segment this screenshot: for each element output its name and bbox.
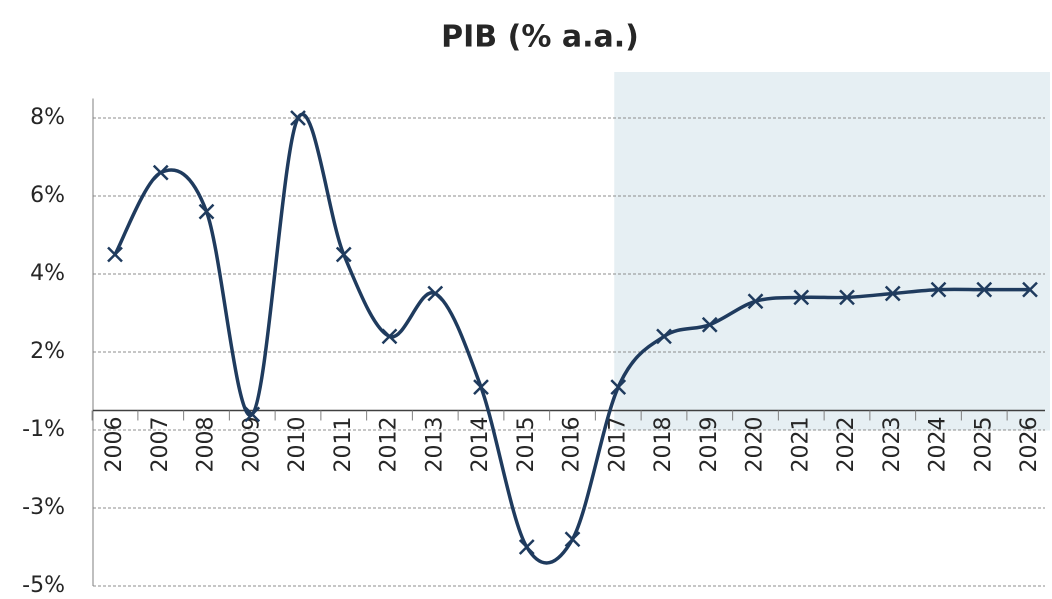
x-tick-label: 2023 — [880, 417, 905, 473]
point-marker — [747, 293, 764, 310]
point-marker — [244, 406, 261, 423]
x-tick-label: 2009 — [239, 417, 264, 473]
y-tick-label: 4% — [30, 261, 65, 286]
x-tick-label: 2026 — [1017, 417, 1042, 473]
point-marker — [290, 110, 306, 126]
x-tick-label: 2016 — [560, 417, 585, 473]
x-tick-label: 2011 — [331, 417, 356, 473]
x-tick-label: 2017 — [605, 417, 630, 473]
x-tick-label: 2020 — [743, 417, 768, 473]
y-tick-label: -1% — [22, 417, 65, 442]
point-marker — [656, 328, 672, 345]
point-marker — [610, 379, 627, 395]
x-tick-label: 2018 — [651, 417, 676, 473]
x-tick-label: 2021 — [788, 417, 813, 473]
x-tick-label: 2014 — [468, 417, 493, 473]
forecast-region — [614, 72, 1050, 431]
y-tick-label: 8% — [30, 105, 65, 130]
x-tick-label: 2019 — [697, 417, 722, 473]
x-tick-label: 2022 — [834, 417, 859, 473]
point-marker — [518, 539, 535, 555]
x-tick-label: 2012 — [377, 417, 402, 473]
point-marker — [1022, 281, 1038, 298]
y-tick-label: 2% — [30, 339, 65, 364]
chart-title: PIB (% a.a.) — [441, 20, 639, 55]
y-tick-label: 6% — [30, 183, 65, 208]
point-marker — [473, 379, 489, 395]
x-tick-label: 2007 — [148, 417, 173, 473]
point-marker — [976, 281, 993, 298]
y-tick-label: -5% — [22, 573, 65, 595]
y-tick-label: -3% — [22, 495, 65, 520]
point-marker — [381, 328, 398, 345]
x-tick-label: 2013 — [422, 417, 447, 473]
point-marker — [930, 281, 947, 298]
point-marker — [107, 246, 123, 263]
point-marker — [427, 285, 444, 302]
x-tick-label: 2025 — [971, 417, 996, 473]
point-marker — [884, 285, 901, 302]
x-tick-label: 2010 — [285, 417, 310, 473]
point-marker — [152, 164, 169, 181]
x-tick-label: 2008 — [194, 417, 219, 473]
point-marker — [839, 289, 855, 306]
x-tick-label: 2024 — [926, 417, 951, 473]
x-tick-label: 2006 — [102, 417, 127, 473]
point-marker — [335, 246, 352, 263]
point-marker — [564, 531, 581, 548]
x-tick-label: 2015 — [514, 417, 539, 473]
point-marker — [793, 289, 810, 306]
point-marker — [701, 316, 718, 333]
point-marker — [198, 203, 215, 220]
